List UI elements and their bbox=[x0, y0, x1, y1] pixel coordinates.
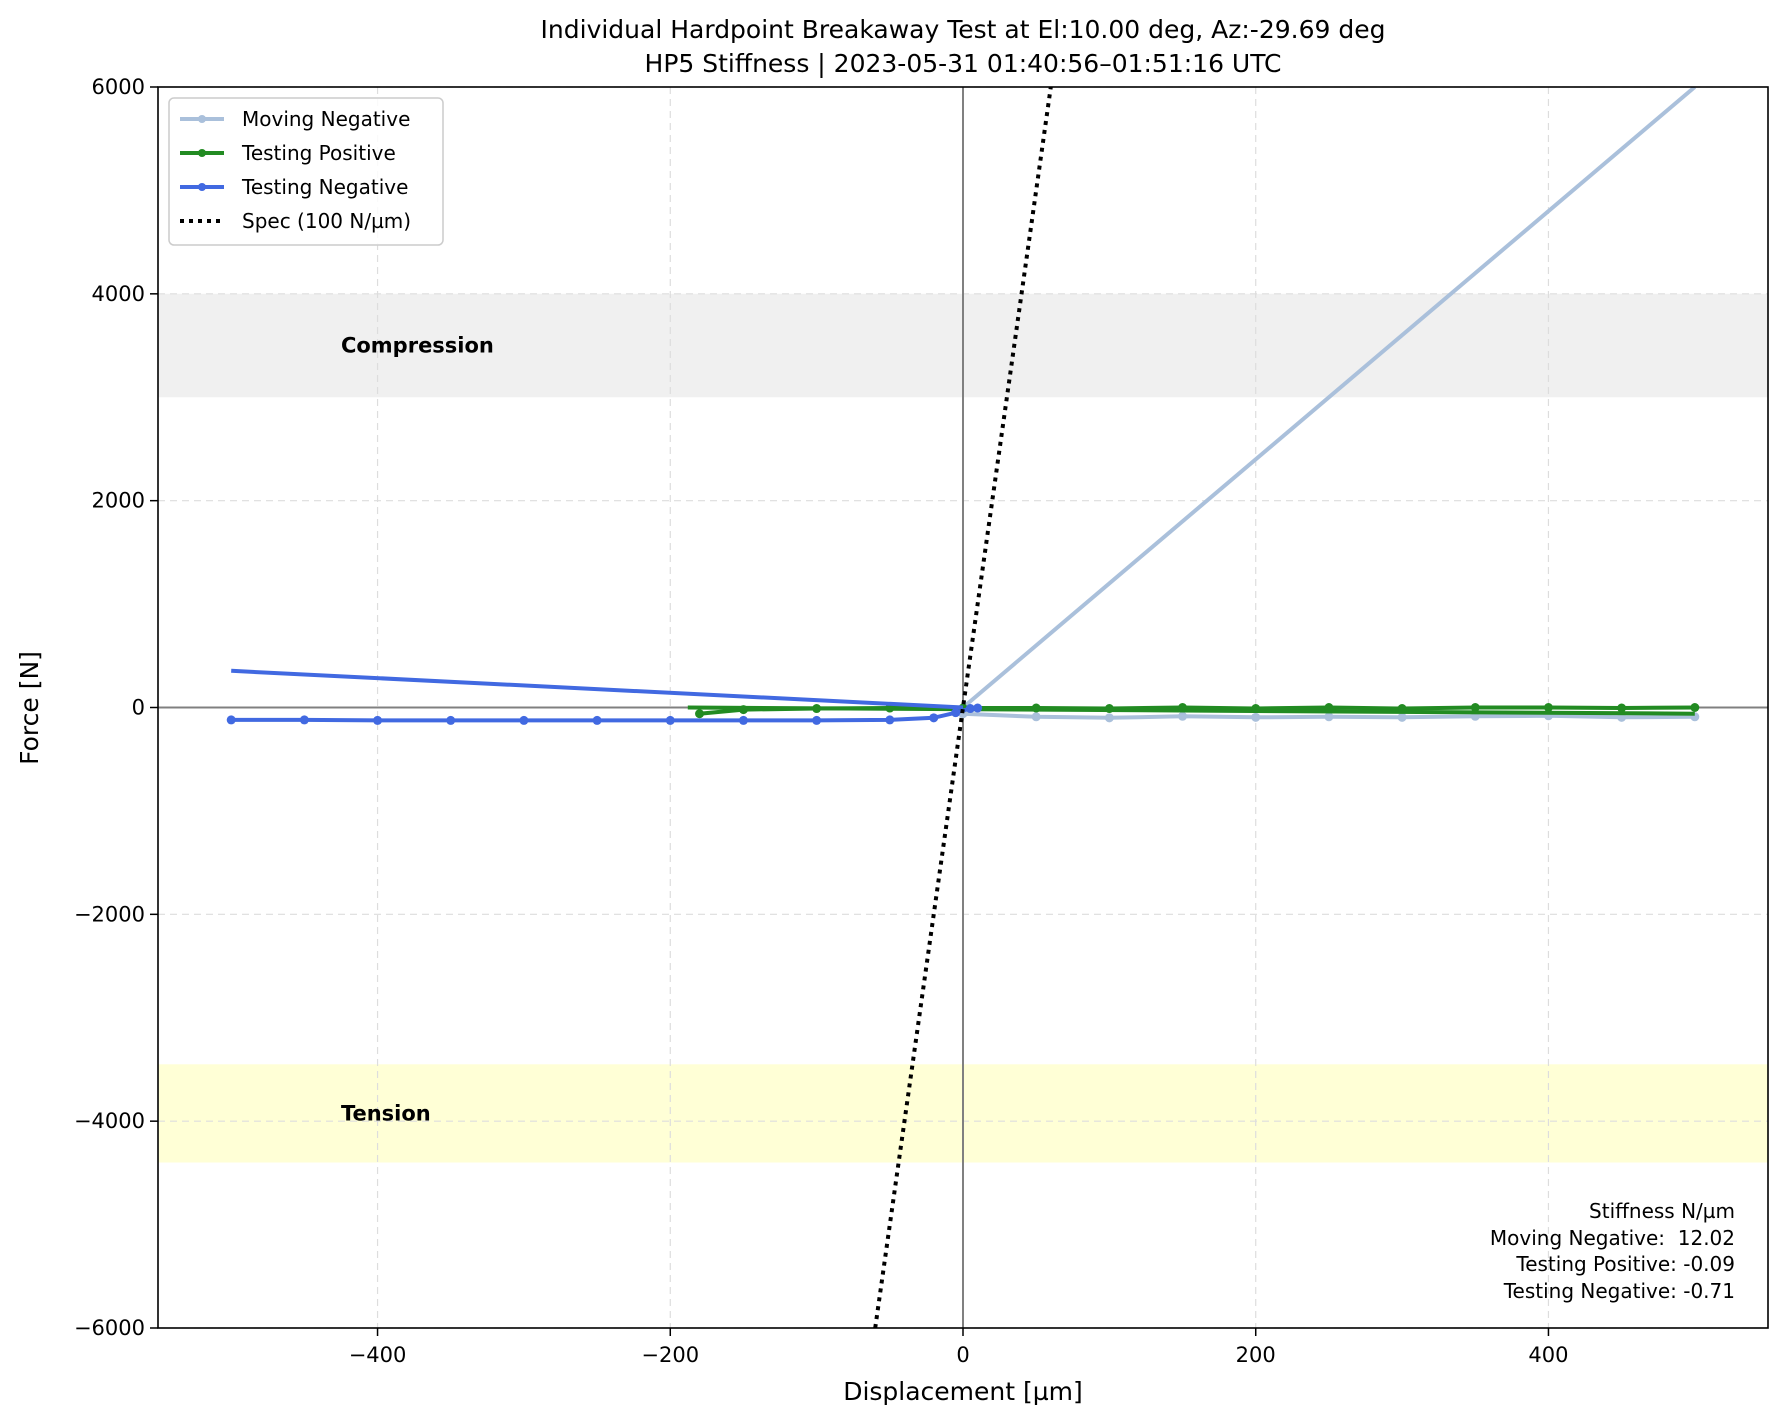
testing-negative-point bbox=[519, 715, 529, 725]
testing-negative-fit-line bbox=[231, 668, 964, 710]
series-layer bbox=[226, 87, 1700, 1328]
testing-positive-point bbox=[695, 709, 705, 719]
tension-band-label: Tension bbox=[341, 1101, 431, 1125]
chart-subtitle: HP5 Stiffness | 2023-05-31 01:40:56–01:5… bbox=[645, 49, 1282, 78]
moving-negative-point bbox=[1251, 712, 1261, 722]
testing-negative-point bbox=[226, 715, 236, 725]
testing-positive-point bbox=[1031, 703, 1041, 713]
testing-positive-point bbox=[1543, 703, 1553, 712]
testing-negative-point bbox=[951, 708, 961, 718]
legend-label-testing-negative: Testing Negative bbox=[241, 175, 408, 199]
moving-negative-point bbox=[1324, 712, 1334, 722]
clipped-series bbox=[226, 87, 1700, 1328]
x-tick-label: −200 bbox=[641, 1343, 699, 1367]
moving-negative-fit-line bbox=[961, 87, 1697, 710]
compression-band-label: Compression bbox=[341, 334, 494, 358]
legend-label-testing-positive: Testing Positive bbox=[241, 141, 396, 165]
x-tick-label: 400 bbox=[1528, 1343, 1568, 1367]
y-tick-label: −2000 bbox=[74, 902, 145, 926]
legend-label-moving-negative: Moving Negative bbox=[242, 107, 410, 131]
legend-marker-moving-negative bbox=[198, 115, 206, 123]
moving-negative-point bbox=[1397, 712, 1407, 722]
y-tick-label: 2000 bbox=[92, 489, 145, 513]
testing-positive-point bbox=[1104, 704, 1114, 714]
legend-label-spec-100-n-m: Spec (100 N/µm) bbox=[242, 209, 411, 233]
x-tick-label: −400 bbox=[349, 1343, 407, 1367]
stats-line-moving-negative: Moving Negative: 12.02 bbox=[1490, 1226, 1735, 1250]
testing-positive-point bbox=[1617, 703, 1627, 713]
y-tick-label: 4000 bbox=[92, 282, 145, 306]
testing-positive-point bbox=[1324, 703, 1334, 712]
y-axis-label: Force [N] bbox=[15, 651, 44, 765]
chart-title: Individual Hardpoint Breakaway Test at E… bbox=[541, 15, 1386, 44]
y-tick-label: 6000 bbox=[92, 75, 145, 99]
y-tick-label: 0 bbox=[132, 696, 145, 720]
x-tick-label: 0 bbox=[956, 1343, 969, 1367]
testing-positive-point bbox=[1178, 703, 1188, 712]
band-labels: Compression Tension bbox=[341, 334, 494, 1126]
moving-negative-point bbox=[1178, 711, 1188, 721]
tick-layer: −400 −200 0 200 400−6000−4000−20000200040006… bbox=[74, 75, 1569, 1367]
testing-positive-point bbox=[812, 704, 822, 714]
legend: Moving Negative Testing Positive Testing N… bbox=[168, 97, 444, 246]
testing-negative-point bbox=[592, 715, 602, 725]
testing-negative-point bbox=[446, 715, 456, 725]
testing-negative-point bbox=[929, 713, 939, 723]
testing-positive-point bbox=[738, 705, 748, 715]
testing-positive-point bbox=[1690, 703, 1700, 712]
testing-negative-point bbox=[973, 703, 983, 713]
testing-positive-point bbox=[1251, 704, 1261, 714]
testing-negative-point bbox=[965, 704, 975, 714]
x-tick-label: 200 bbox=[1236, 1343, 1276, 1367]
testing-negative-point bbox=[373, 715, 383, 725]
legend-marker-testing-positive bbox=[198, 149, 206, 157]
moving-negative-point bbox=[1031, 712, 1041, 722]
testing-negative-point bbox=[812, 715, 822, 725]
y-tick-label: −4000 bbox=[74, 1109, 145, 1133]
testing-negative-point bbox=[738, 715, 748, 725]
testing-negative-point bbox=[885, 715, 895, 725]
stiffness-stats-box: Stiffness N/µm Moving Negative: 12.02 Te… bbox=[1490, 1199, 1735, 1303]
moving-negative-point bbox=[1104, 713, 1114, 723]
testing-positive-point bbox=[1470, 703, 1480, 712]
x-axis-label: Displacement [µm] bbox=[843, 1377, 1083, 1406]
testing-positive-point bbox=[1397, 704, 1407, 714]
stats-line-testing-positive: Testing Positive: -0.09 bbox=[1515, 1252, 1735, 1276]
y-tick-label: −6000 bbox=[74, 1316, 145, 1340]
legend-marker-testing-negative bbox=[198, 183, 206, 191]
stats-title: Stiffness N/µm bbox=[1589, 1199, 1735, 1223]
stats-line-testing-negative: Testing Negative: -0.71 bbox=[1503, 1279, 1735, 1303]
spec-100-n-m-line bbox=[873, 87, 1053, 1328]
testing-negative-point bbox=[665, 715, 675, 725]
legend-frame bbox=[168, 97, 444, 246]
testing-negative-point bbox=[299, 715, 309, 725]
